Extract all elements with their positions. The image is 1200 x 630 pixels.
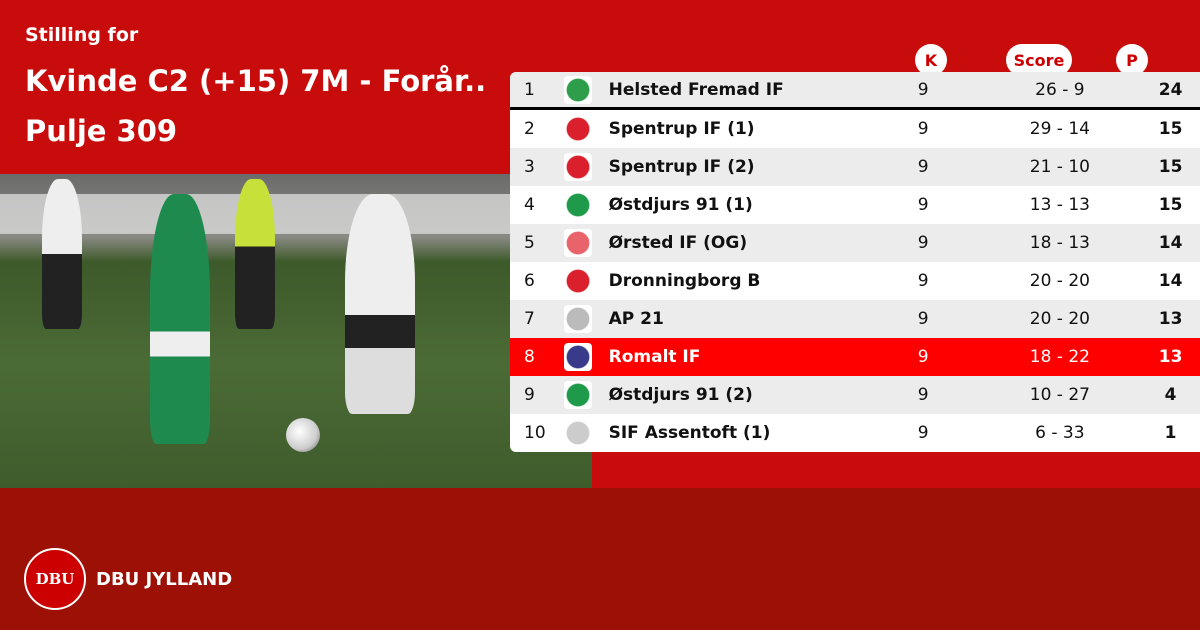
goal-score: 18 - 22 <box>1029 347 1090 367</box>
points: 13 <box>1158 309 1183 329</box>
goal-score: 18 - 13 <box>1029 233 1090 253</box>
table-row[interactable]: 3 Spentrup IF (2) 9 21 - 10 15 <box>510 148 1200 186</box>
team-logo-icon <box>564 343 592 371</box>
team-logo-icon <box>564 75 592 104</box>
player-white <box>345 194 415 414</box>
table-row[interactable]: 7 AP 21 9 20 - 20 13 <box>510 300 1200 338</box>
goal-score: 13 - 13 <box>1029 195 1090 215</box>
subtitle: Stilling for <box>25 24 139 46</box>
position: 8 <box>524 347 535 367</box>
team-name: SIF Assentoft (1) <box>608 423 771 443</box>
team-name: Dronningborg B <box>608 271 761 291</box>
team-name: Ørsted IF (OG) <box>608 233 748 253</box>
points: 24 <box>1158 79 1183 100</box>
match-photo <box>0 174 592 488</box>
column-header-p: P <box>1116 44 1148 76</box>
points: 15 <box>1158 119 1183 139</box>
football <box>286 418 320 452</box>
column-header-k: K <box>915 44 947 76</box>
team-logo-icon <box>564 419 592 447</box>
team-logo-icon <box>564 191 592 219</box>
table-row[interactable]: 10 SIF Assentoft (1) 9 6 - 33 1 <box>510 414 1200 452</box>
column-header-score: Score <box>1006 44 1072 76</box>
team-logo-icon <box>564 381 592 409</box>
matches-played: 9 <box>917 309 929 329</box>
matches-played: 9 <box>917 347 929 367</box>
page-title: Kvinde C2 (+15) 7M - Forår.. Pulje 309 <box>25 64 487 148</box>
team-logo-icon <box>564 267 592 295</box>
points: 14 <box>1158 271 1183 291</box>
team-name: Spentrup IF (1) <box>608 119 755 139</box>
standings-table: 1 Helsted Fremad IF 9 26 - 9 24 2 Spentru… <box>510 72 1200 452</box>
goal-score: 6 - 33 <box>1035 423 1085 443</box>
position: 6 <box>524 271 535 291</box>
player-bg <box>42 179 82 329</box>
points: 1 <box>1164 423 1177 443</box>
player-green <box>150 194 210 444</box>
team-logo-icon <box>564 153 592 181</box>
goal-score: 10 - 27 <box>1029 385 1090 405</box>
position: 7 <box>524 309 535 329</box>
goal-score: 26 - 9 <box>1035 79 1085 100</box>
table-row[interactable]: 6 Dronningborg B 9 20 - 20 14 <box>510 262 1200 300</box>
table-row[interactable]: 1 Helsted Fremad IF 9 26 - 9 24 <box>510 72 1200 110</box>
dbu-logo: DBU <box>24 548 86 610</box>
table-row[interactable]: 8 Romalt IF 9 18 - 22 13 <box>510 338 1200 376</box>
team-name: Spentrup IF (2) <box>608 157 755 177</box>
matches-played: 9 <box>917 233 929 253</box>
matches-played: 9 <box>917 423 929 443</box>
position: 1 <box>524 79 535 100</box>
matches-played: 9 <box>917 119 929 139</box>
ad-banner <box>0 194 592 234</box>
matches-played: 9 <box>917 79 929 100</box>
goal-score: 21 - 10 <box>1029 157 1090 177</box>
table-row[interactable]: 9 Østdjurs 91 (2) 9 10 - 27 4 <box>510 376 1200 414</box>
points: 15 <box>1158 157 1183 177</box>
team-logo-icon <box>564 115 592 143</box>
position: 4 <box>524 195 535 215</box>
brand: DBU DBU JYLLAND <box>24 548 232 610</box>
team-logo-icon <box>564 229 592 257</box>
team-logo-icon <box>564 305 592 333</box>
matches-played: 9 <box>917 157 929 177</box>
team-name: Romalt IF <box>608 347 701 367</box>
position: 5 <box>524 233 535 253</box>
matches-played: 9 <box>917 385 929 405</box>
referee <box>235 179 275 329</box>
team-name: AP 21 <box>608 309 664 329</box>
goal-score: 29 - 14 <box>1029 119 1090 139</box>
position: 3 <box>524 157 535 177</box>
points: 14 <box>1158 233 1183 253</box>
table-row[interactable]: 5 Ørsted IF (OG) 9 18 - 13 14 <box>510 224 1200 262</box>
table-row[interactable]: 4 Østdjurs 91 (1) 9 13 - 13 15 <box>510 186 1200 224</box>
team-name: Østdjurs 91 (2) <box>608 385 753 405</box>
team-name: Østdjurs 91 (1) <box>608 195 753 215</box>
points: 13 <box>1158 347 1183 367</box>
table-row[interactable]: 2 Spentrup IF (1) 9 29 - 14 15 <box>510 110 1200 148</box>
goal-score: 20 - 20 <box>1029 271 1090 291</box>
matches-played: 9 <box>917 195 929 215</box>
brand-name: DBU JYLLAND <box>96 568 233 590</box>
goal-score: 20 - 20 <box>1029 309 1090 329</box>
matches-played: 9 <box>917 271 929 291</box>
position: 9 <box>524 385 535 405</box>
footer-background <box>0 488 1200 630</box>
position: 10 <box>524 423 546 443</box>
points: 15 <box>1158 195 1183 215</box>
position: 2 <box>524 119 535 139</box>
points: 4 <box>1164 385 1177 405</box>
team-name: Helsted Fremad IF <box>608 79 784 100</box>
